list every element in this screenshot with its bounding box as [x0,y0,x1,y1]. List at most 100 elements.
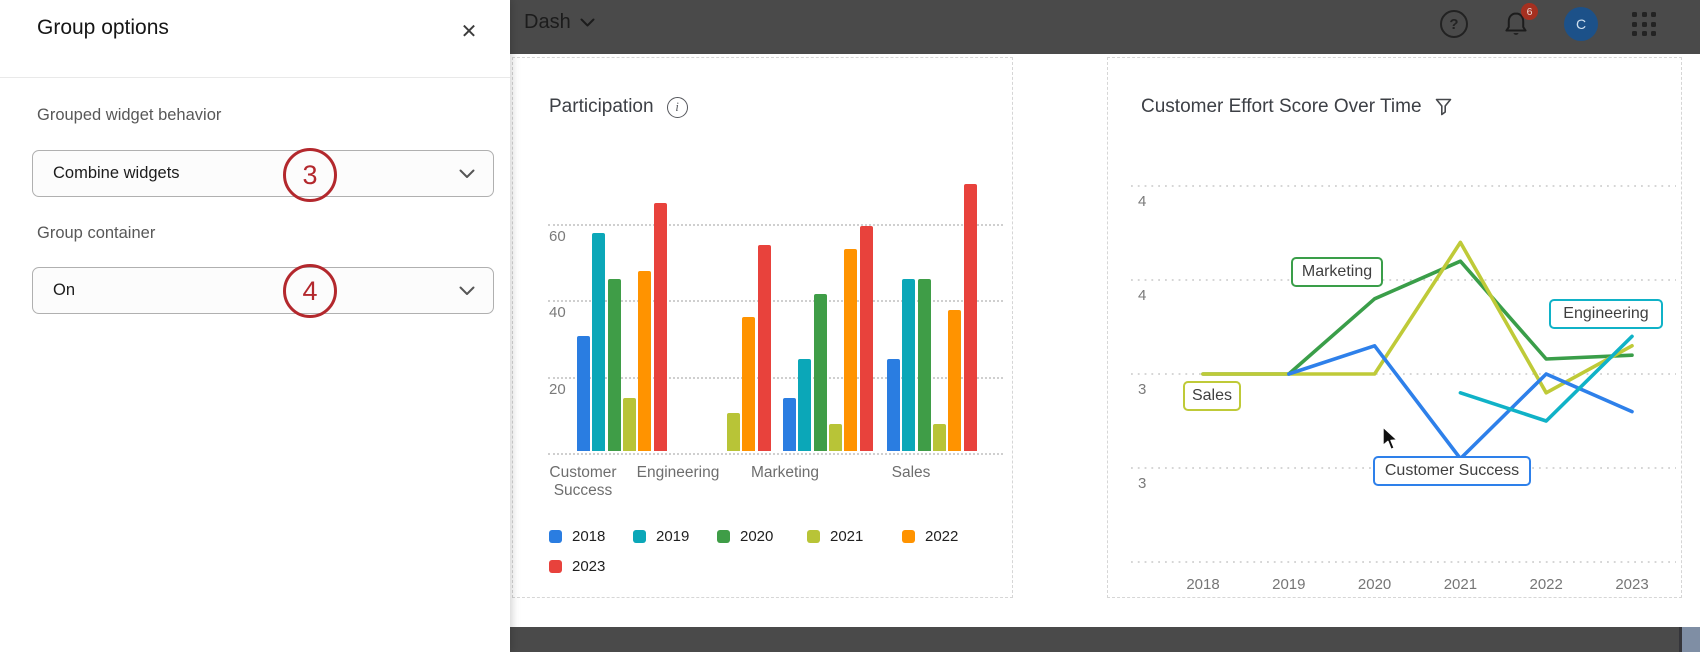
widget-title: Participation [549,96,654,117]
legend-swatch-icon [807,530,820,543]
bar-2022[interactable] [742,317,756,451]
close-icon[interactable]: ✕ [460,20,478,43]
series-label-marketing[interactable]: Marketing [1291,257,1383,287]
widget-title: Customer Effort Score Over Time [1141,96,1422,117]
series-label-engineering[interactable]: Engineering [1549,299,1663,329]
legend-label: 2018 [572,528,606,545]
app-grid-icon[interactable] [1632,12,1656,36]
category-label: Sales [891,464,931,481]
ces-plot: 4 4 3 3 2018 2019 2020 2021 2022 2023 Marketing Sal… [1108,58,1681,597]
legend-item[interactable]: 2022 [902,528,958,545]
x-axis-label: 2019 [1272,576,1306,593]
x-axis-label: 2021 [1443,576,1478,593]
dashboard-name: Dash [524,10,571,33]
gridline [548,300,1003,303]
mouse-cursor [1382,426,1398,451]
grouped-widget-behavior-label: Grouped widget behavior [37,106,222,124]
horizontal-scrollbar-thumb[interactable] [1679,627,1700,652]
legend-label: 2019 [656,528,690,545]
group-options-panel: Group options ✕ Grouped widget behavior … [0,0,510,652]
gridline [548,223,1003,226]
bar-2018[interactable] [887,359,900,451]
bar-2021[interactable] [932,424,946,451]
bar-2023[interactable] [963,184,977,451]
help-icon[interactable]: ? [1440,10,1468,38]
annotation-circle-3: 3 [283,148,337,202]
series-label-customer-success[interactable]: Customer Success [1373,456,1531,486]
legend-swatch-icon [549,530,562,543]
bar-2023[interactable] [653,203,667,451]
bar-2021[interactable] [828,424,842,451]
gridline [548,376,1003,379]
filter-icon[interactable] [1435,98,1452,116]
participation-widget[interactable]: Participation i 20 40 60 Customer Success En… [512,57,1013,598]
chevron-down-icon [580,18,595,26]
bar-2019[interactable] [592,233,606,451]
y-axis-label: 4 [1138,193,1147,210]
y-axis-label: 3 [1138,475,1147,492]
select-value: Combine widgets [53,164,180,182]
panel-divider [0,77,510,78]
x-axis-label: 2022 [1529,576,1563,593]
x-axis-label: 2020 [1357,576,1392,593]
y-axis-label: 3 [1138,381,1147,398]
bar-2020[interactable] [917,279,931,451]
line-series-customer-success[interactable] [1287,343,1634,461]
legend-label: 2022 [925,528,959,545]
chevron-down-icon [459,286,475,295]
ces-title-row: Customer Effort Score Over Time [1141,96,1452,118]
notifications-button[interactable]: 6 [1502,3,1538,38]
bar-2018[interactable] [577,336,590,451]
bar-2020[interactable] [813,294,827,451]
y-tick-label: 40 [549,304,566,322]
bar-2022[interactable] [948,310,962,451]
bar-2020[interactable] [607,279,621,451]
x-axis-label: 2018 [1186,576,1220,593]
y-tick-label: 20 [549,380,566,398]
series-label-sales[interactable]: Sales [1183,381,1241,411]
bar-2021[interactable] [727,413,740,451]
bar-2022[interactable] [844,249,858,451]
bar-2018[interactable] [783,398,796,451]
ces-widget[interactable]: Customer Effort Score Over Time 4 4 3 3 2018… [1107,57,1682,598]
category-label: Engineering [636,464,720,481]
line-series-sales[interactable] [1201,240,1634,395]
panel-title: Group options [37,16,169,39]
grouped-widget-behavior-select[interactable]: Combine widgets [32,150,494,197]
group-container-label: Group container [37,224,156,242]
legend-item[interactable]: 2023 [549,558,605,575]
y-tick-label: 60 [549,227,566,245]
bell-icon [1505,12,1527,35]
select-value: On [53,281,76,299]
legend-item[interactable]: 2018 [549,528,605,545]
avatar[interactable]: C [1564,7,1598,41]
bar-2023[interactable] [757,245,771,451]
legend-item[interactable]: 2020 [717,528,773,545]
bar-2019[interactable] [798,359,812,451]
category-label: Marketing [750,464,820,481]
notification-badge: 6 [1521,3,1538,20]
bar-2022[interactable] [638,271,652,451]
line-series-engineering[interactable] [1458,334,1634,423]
legend-label: 2020 [740,528,774,545]
bar-2023[interactable] [859,226,873,451]
dashboard-name-menu[interactable]: Dash [524,0,595,44]
category-label: Customer Success [549,464,617,499]
x-axis-label: 2023 [1615,576,1649,593]
x-axis-line [548,453,1003,455]
legend-swatch-icon [717,530,730,543]
legend-swatch-icon [902,530,915,543]
legend-label: 2021 [830,528,864,545]
legend-item[interactable]: 2019 [633,528,689,545]
legend-swatch-icon [633,530,646,543]
group-container-select[interactable]: On [32,267,494,314]
info-icon[interactable]: i [666,96,688,118]
legend-item[interactable]: 2021 [807,528,863,545]
topbar-icon-group: ? 6 C [1440,0,1656,48]
legend-swatch-icon [549,560,562,573]
bar-2021[interactable] [622,398,636,451]
participation-plot: 20 40 60 Customer Success Engineering Marketi… [513,58,1012,597]
bar-2019[interactable] [902,279,916,451]
participation-title-row: Participation i [549,96,688,118]
